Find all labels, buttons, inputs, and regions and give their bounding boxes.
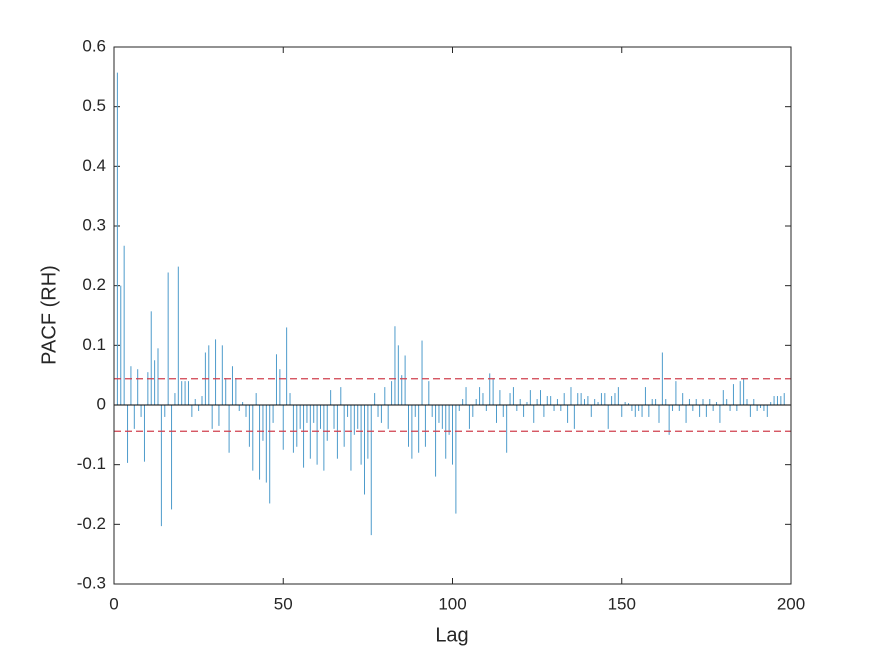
- y-tick-label: 0.4: [82, 156, 106, 175]
- y-axis-label: PACF (RH): [38, 265, 60, 365]
- x-tick-label: 200: [777, 594, 805, 613]
- y-tick-label: -0.2: [77, 514, 106, 533]
- y-tick-label: 0.2: [82, 275, 106, 294]
- x-tick-label: 150: [608, 594, 636, 613]
- x-tick-label: 0: [109, 594, 118, 613]
- y-tick-label: 0.6: [82, 36, 106, 55]
- x-tick-label: 50: [274, 594, 293, 613]
- x-axis-label: Lag: [435, 624, 468, 646]
- y-tick-label: -0.3: [77, 573, 106, 592]
- y-tick-label: 0: [97, 394, 106, 413]
- y-tick-label: 0.5: [82, 96, 106, 115]
- y-tick-label: -0.1: [77, 454, 106, 473]
- x-tick-label: 100: [438, 594, 466, 613]
- y-tick-label: 0.3: [82, 215, 106, 234]
- y-tick-label: 0.1: [82, 335, 106, 354]
- axes-box: [113, 46, 792, 585]
